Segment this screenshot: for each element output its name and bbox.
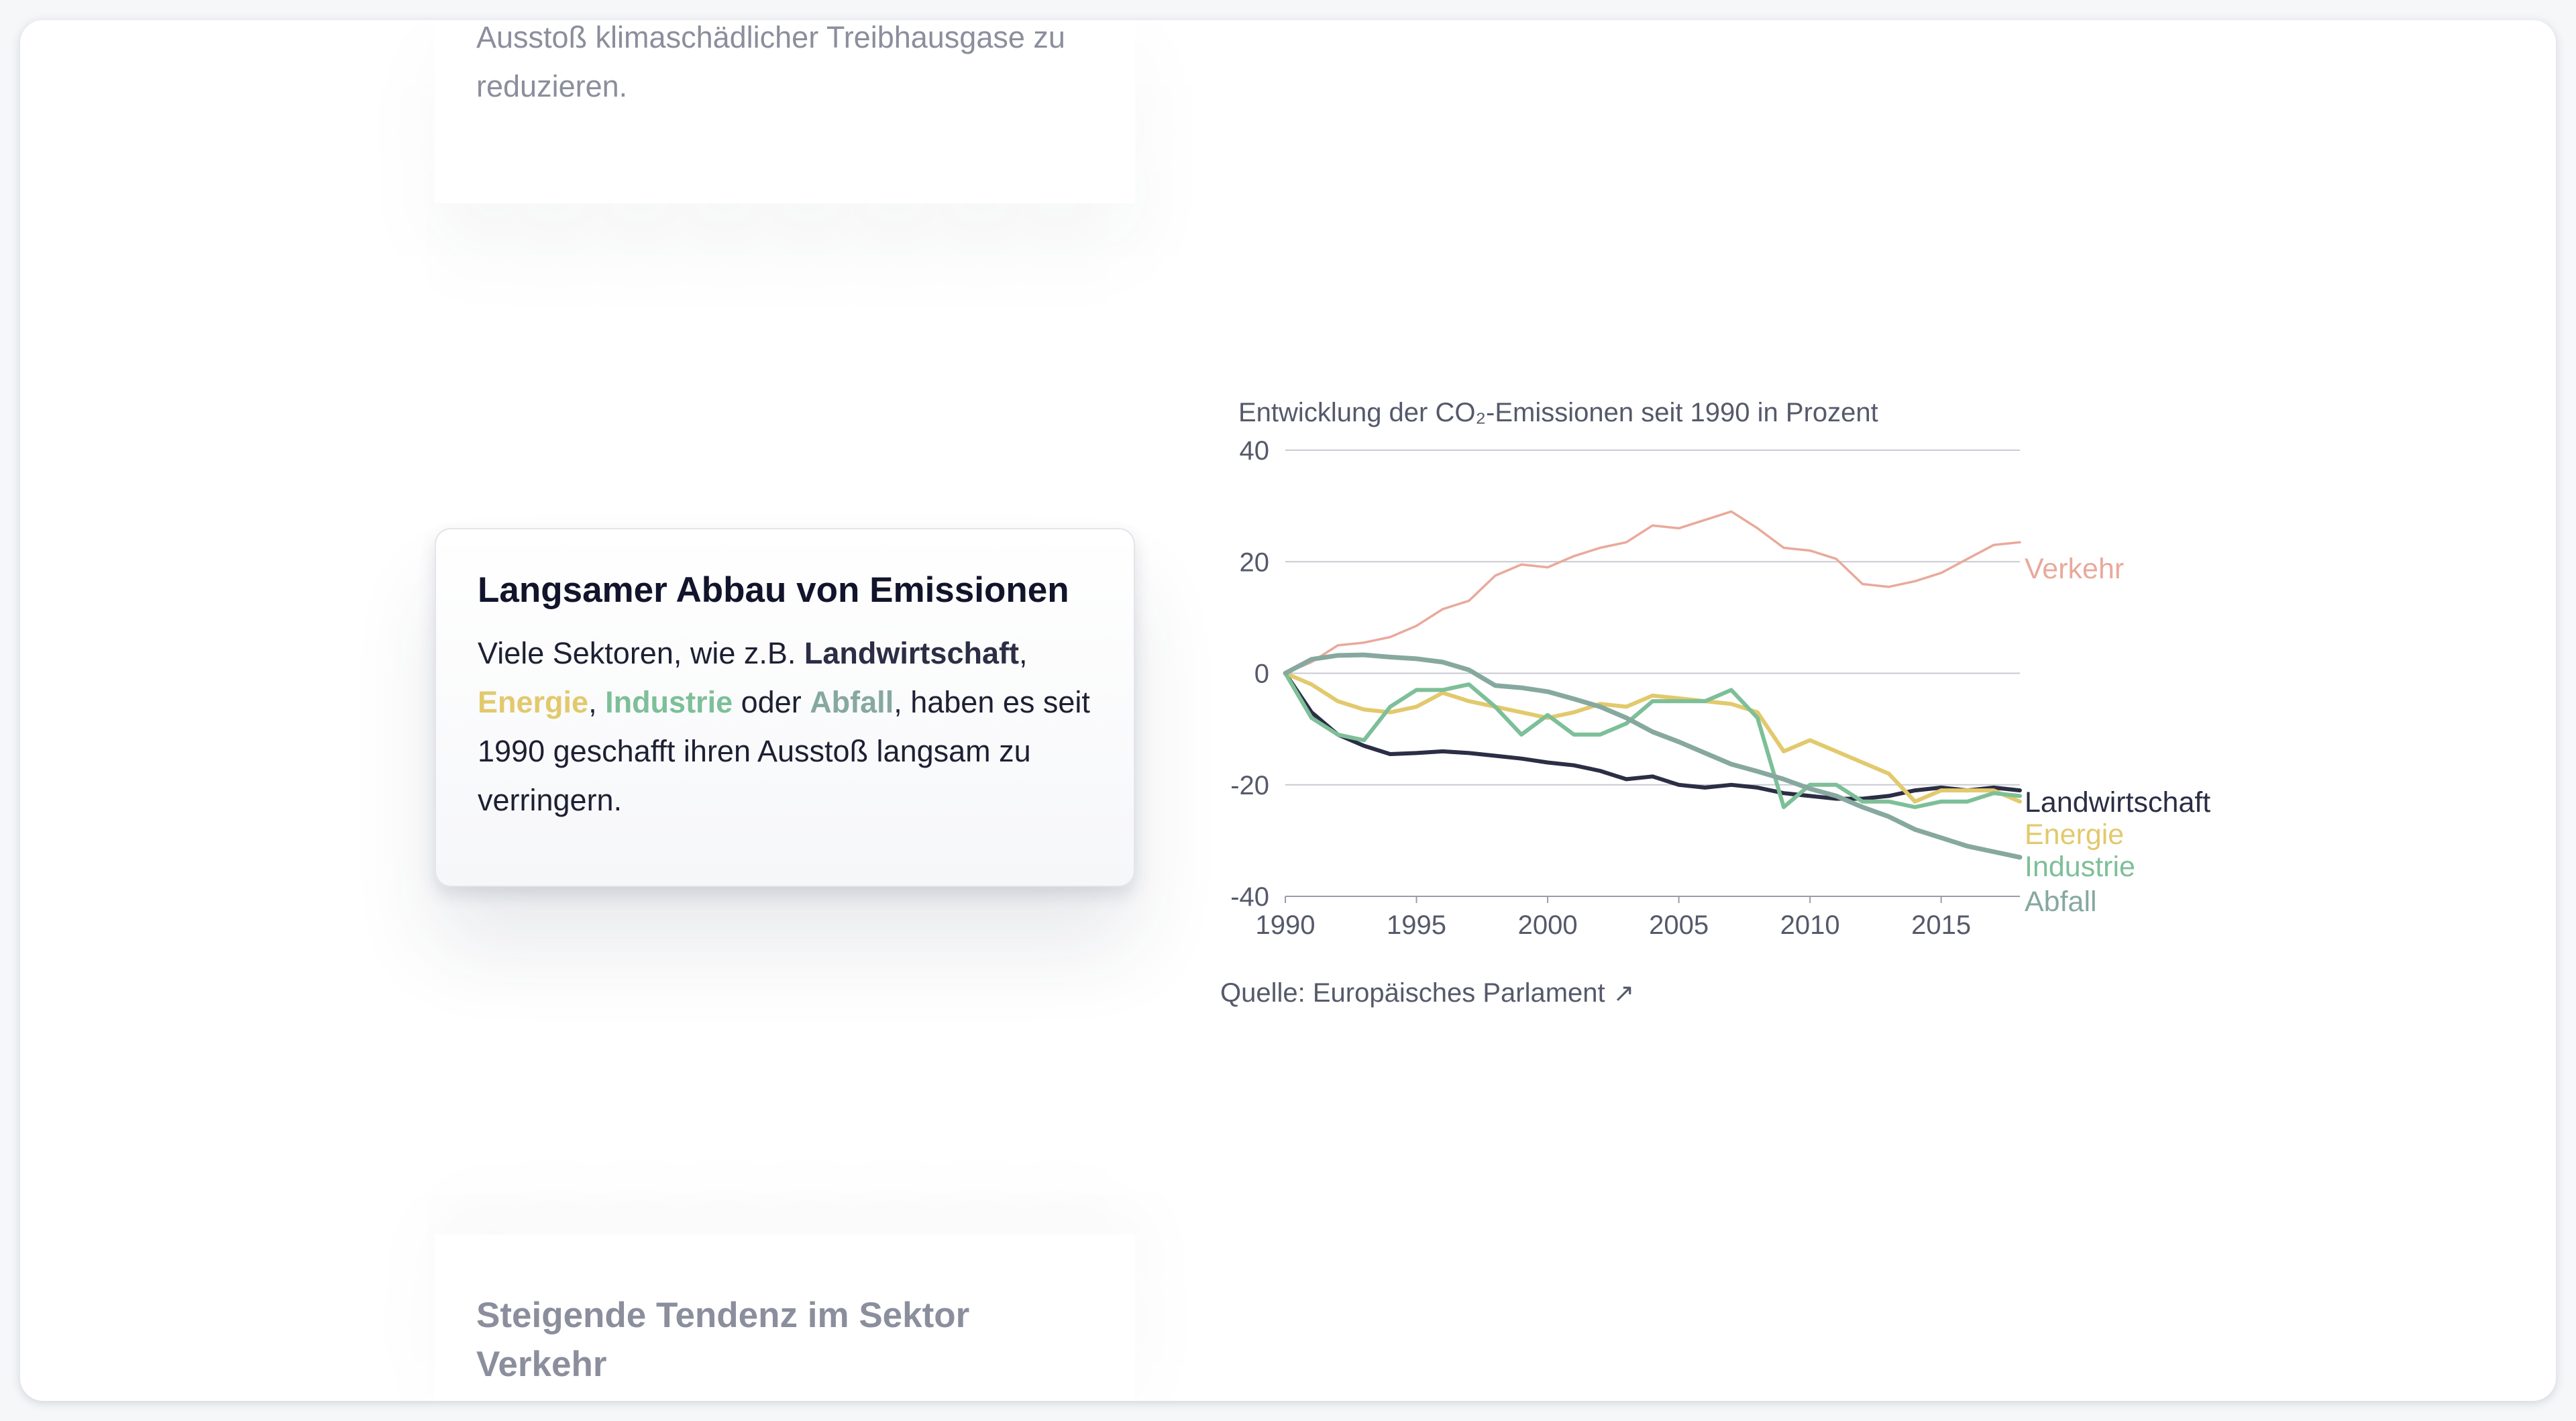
source-label: Quelle: Europäisches Parlament xyxy=(1220,978,1605,1008)
story-card-next: Steigende Tendenz im Sektor Verkehr xyxy=(435,1234,1135,1401)
y-tick-label: 40 xyxy=(1240,436,1270,466)
source-link[interactable]: Quelle: Europäisches Parlament ↗ xyxy=(1220,978,1634,1008)
card-text-part: , xyxy=(588,685,606,719)
card-title: Steigende Tendenz im Sektor Verkehr xyxy=(476,1296,970,1384)
card-title: Langsamer Abbau von Emissionen xyxy=(478,570,1069,610)
story-card-previous: Ausstoß klimaschädlicher Treibhausgase z… xyxy=(435,20,1135,203)
x-tick-label: 2005 xyxy=(1649,910,1709,940)
highlight-landwirtschaft: Landwirtschaft xyxy=(804,636,1019,670)
highlight-industrie: Industrie xyxy=(605,685,733,719)
x-tick-label: 1990 xyxy=(1256,910,1316,940)
chart-title: Entwicklung der CO₂-Emissionen seit 1990… xyxy=(1238,398,1878,427)
series-line-industrie xyxy=(1283,671,2022,809)
y-tick-label: 20 xyxy=(1240,547,1270,577)
series-label-abfall: Abfall xyxy=(2025,886,2097,918)
card-text-part: oder xyxy=(733,685,810,719)
card-text: Viele Sektoren, wie z.B. Landwirtschaft,… xyxy=(478,629,1092,825)
y-tick-label: 0 xyxy=(1254,660,1269,689)
x-tick-label: 1995 xyxy=(1387,910,1446,940)
card-text-part: Viele Sektoren, wie z.B. xyxy=(478,636,804,670)
series-line-abfall xyxy=(1283,652,2023,860)
series-label-verkehr: Verkehr xyxy=(2025,553,2124,585)
highlight-energie: Energie xyxy=(478,685,589,719)
card-text: Ausstoß klimaschädlicher Treibhausgase z… xyxy=(476,20,1065,103)
x-tick-label: 2010 xyxy=(1780,910,1840,940)
y-tick-label: -20 xyxy=(1230,771,1269,800)
series-line-landwirtschaft xyxy=(1283,671,2022,801)
highlight-abfall: Abfall xyxy=(810,685,894,719)
y-tick-label: -40 xyxy=(1230,882,1269,912)
series-line-verkehr xyxy=(1284,510,2021,675)
series-label-energie: Energie xyxy=(2025,819,2124,851)
series-label-industrie: Industrie xyxy=(2025,851,2135,883)
x-tick-label: 2015 xyxy=(1911,910,1971,940)
external-link-arrow-icon: ↗ xyxy=(1613,980,1635,1008)
page: Ausstoß klimaschädlicher Treibhausgase z… xyxy=(20,20,2556,1401)
series-line-energie xyxy=(1283,671,2022,804)
x-tick-label: 2000 xyxy=(1518,910,1578,940)
story-card-active: Langsamer Abbau von Emissionen Viele Sek… xyxy=(435,528,1135,887)
card-text-part: , xyxy=(1018,636,1028,670)
series-label-landwirtschaft: Landwirtschaft xyxy=(2025,786,2210,819)
card-text-part: , haben es seit 1990 geschafft ihren Aus… xyxy=(478,685,1090,817)
